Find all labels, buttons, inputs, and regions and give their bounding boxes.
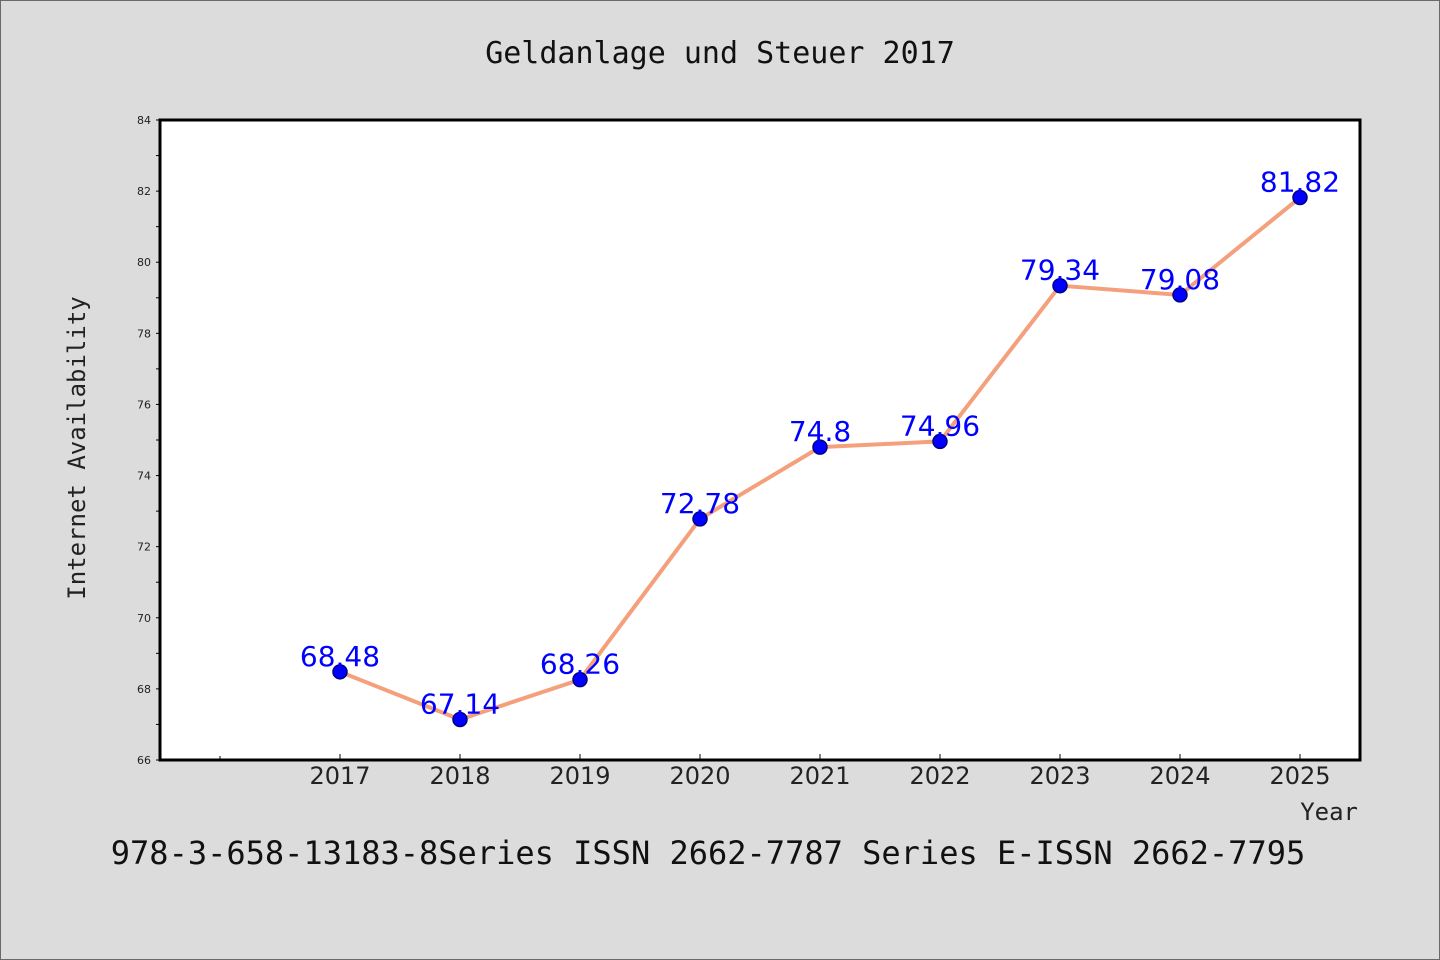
y-tick-label: 68 [137,683,151,696]
y-tick-label: 70 [137,612,151,625]
x-tick-label: 2018 [429,762,490,790]
data-point [812,439,828,455]
data-label: 79.08 [1140,263,1220,296]
plot-area [158,118,1362,762]
x-tick-label: 2017 [309,762,370,790]
data-point [1052,277,1068,294]
y-tick-label: 78 [137,327,151,340]
data-point [572,671,588,688]
x-tick-label: 2022 [909,762,970,790]
x-axis: 2017 2018 2019 2020 2021 2022 2023 2024 2025 [219,754,1331,790]
footer-identifiers: 978-3-658-13183-8Series ISSN 2662-7787 S… [111,834,1305,872]
data-point [1292,189,1308,206]
data-label: 79.34 [1020,254,1100,287]
x-tick-label: 2021 [789,762,850,790]
data-label: 67.14 [420,687,500,720]
x-tick-label: 2019 [549,762,610,790]
y-tick-label: 84 [137,114,151,127]
series-group: 68.48 67.14 68.26 72.78 74.8 74.96 79.34 79.08 8… [300,166,1340,728]
y-tick-label: 72 [137,541,151,554]
data-label: 74.96 [900,409,980,442]
x-axis-label: Year [1300,798,1358,826]
data-label: 74.8 [789,415,851,448]
data-label: 68.48 [300,640,380,673]
x-tick-label: 2025 [1269,762,1330,790]
y-axis-label: Internet Availability [63,296,91,599]
data-label: 81.82 [1260,166,1340,199]
y-tick-label: 74 [137,470,151,483]
data-label: 68.26 [540,648,620,681]
data-point [692,511,708,527]
y-tick-label: 82 [137,185,151,198]
chart-title: Geldanlage und Steuer 2017 [485,36,955,71]
y-tick-label: 76 [137,398,151,411]
y-tick-label: 66 [137,754,151,767]
x-tick-label: 2023 [1029,762,1090,790]
y-tick-label: 80 [137,256,151,269]
x-tick-label: 2024 [1149,762,1210,790]
x-tick-label: 2020 [669,762,730,790]
data-point [452,711,468,728]
data-point [1172,287,1188,303]
data-point [932,433,948,450]
data-point [332,664,348,680]
data-label: 72.78 [660,487,740,520]
y-axis: 66 68 70 72 74 76 78 80 82 84 [137,114,161,767]
